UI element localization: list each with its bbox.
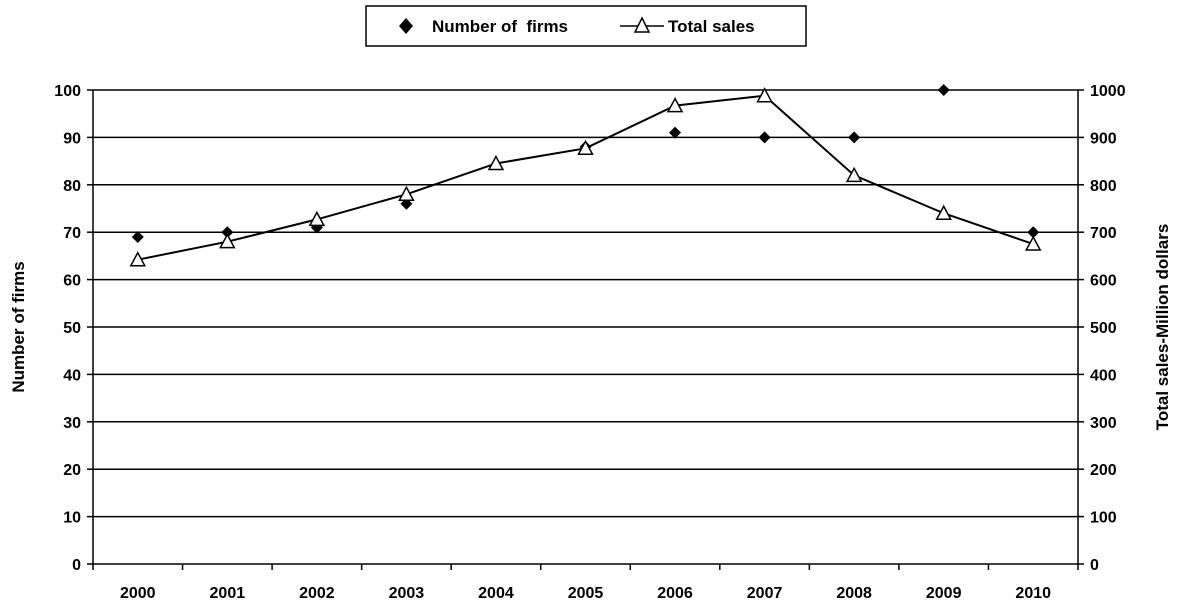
left-tick-label: 60 bbox=[63, 273, 81, 290]
x-tick-label: 2001 bbox=[210, 585, 246, 602]
right-tick-label: 300 bbox=[1090, 415, 1117, 432]
x-tick-label: 2006 bbox=[657, 585, 693, 602]
right-tick-label: 100 bbox=[1090, 510, 1117, 527]
right-tick-label: 1000 bbox=[1090, 83, 1126, 100]
data-point-sales bbox=[219, 233, 236, 249]
data-point-sales bbox=[666, 97, 684, 113]
left-tick-labels: 0 10 20 30 40 50 60 70 80 90 100 bbox=[54, 83, 81, 574]
left-tick-label: 70 bbox=[63, 225, 81, 242]
left-tick-label: 50 bbox=[63, 320, 81, 337]
x-tick-label: 2010 bbox=[1015, 585, 1051, 602]
data-point-firms bbox=[758, 131, 771, 144]
right-tick-label: 400 bbox=[1090, 367, 1117, 384]
y-axis-title-right: Total sales-Million dollars bbox=[1153, 224, 1172, 431]
data-point-firms bbox=[221, 226, 234, 239]
x-tick-label: 2009 bbox=[926, 585, 962, 602]
data-point-firms bbox=[937, 84, 950, 96]
left-tick-label: 90 bbox=[63, 130, 81, 147]
legend-label-sales: Total sales bbox=[668, 17, 755, 36]
data-point-firms bbox=[848, 131, 861, 144]
data-point-sales bbox=[398, 185, 415, 202]
left-tick-label: 20 bbox=[63, 462, 81, 479]
left-tick-label: 30 bbox=[63, 415, 81, 432]
x-tick-label: 2002 bbox=[299, 585, 335, 602]
left-tick-label: 0 bbox=[72, 557, 81, 574]
x-tick-label: 2003 bbox=[389, 585, 425, 602]
x-tick-label: 2005 bbox=[568, 585, 604, 602]
left-tick-label: 100 bbox=[54, 83, 81, 100]
series-markers bbox=[129, 84, 1042, 267]
data-point-sales bbox=[756, 87, 773, 103]
axes bbox=[87, 89, 1084, 570]
data-point-firms bbox=[1027, 226, 1040, 239]
x-tick-label: 2008 bbox=[836, 585, 872, 602]
legend-box bbox=[365, 5, 807, 47]
legend-diamond-marker bbox=[399, 18, 413, 34]
gridlines bbox=[93, 89, 1078, 518]
data-point-sales bbox=[487, 154, 505, 171]
data-point-sales bbox=[308, 210, 326, 227]
left-tick-label: 80 bbox=[63, 178, 81, 195]
legend: Number of firms Total sales bbox=[365, 5, 807, 47]
series-lines bbox=[137, 94, 1034, 261]
data-point-firms bbox=[669, 126, 682, 139]
x-tick-labels: 2000 2001 2002 2003 2004 2005 2006 2007 2008 2009… bbox=[120, 585, 1051, 602]
data-point-sales bbox=[845, 166, 863, 183]
right-tick-labels: 0 100 200 300 400 500 600 700 800 900 1000 bbox=[1090, 83, 1126, 574]
right-tick-label: 600 bbox=[1090, 273, 1117, 290]
right-tick-label: 0 bbox=[1090, 557, 1099, 574]
data-point-sales bbox=[577, 139, 594, 156]
data-point-sales bbox=[129, 251, 147, 267]
x-tick-label: 2007 bbox=[747, 585, 783, 602]
data-point-sales bbox=[935, 204, 952, 220]
data-point-firms bbox=[131, 230, 144, 243]
right-tick-label: 700 bbox=[1090, 225, 1117, 242]
data-point-sales bbox=[1024, 235, 1042, 251]
legend-label-firms: Number of firms bbox=[432, 17, 568, 36]
left-tick-label: 10 bbox=[63, 510, 81, 527]
x-tick-label: 2000 bbox=[120, 585, 156, 602]
left-tick-label: 40 bbox=[63, 367, 81, 384]
series-line-total-sales bbox=[137, 94, 1034, 261]
right-tick-label: 500 bbox=[1090, 320, 1117, 337]
legend-triangle-marker bbox=[633, 16, 651, 33]
right-tick-label: 900 bbox=[1090, 130, 1117, 147]
x-tick-label: 2004 bbox=[478, 585, 514, 602]
y-axis-title-left: Number of firms bbox=[9, 261, 28, 392]
right-tick-label: 800 bbox=[1090, 178, 1117, 195]
right-tick-label: 200 bbox=[1090, 462, 1117, 479]
